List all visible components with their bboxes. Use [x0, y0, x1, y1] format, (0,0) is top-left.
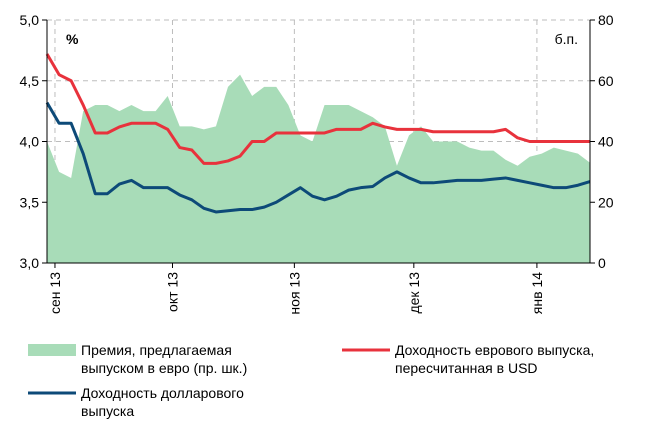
legend-label: Доходность еврового выпуска, пересчитанна…: [395, 342, 594, 376]
area: [47, 74, 590, 263]
x-tick-label: дек 13: [406, 272, 422, 314]
y2-tick-label: 0: [598, 255, 606, 271]
x-tick-label: янв 14: [529, 272, 545, 314]
y2-tick-label: 40: [598, 134, 614, 150]
y2-unit: б.п.: [555, 31, 578, 47]
x-tick-label: ноя 13: [286, 272, 302, 315]
y-tick-label: 5,0: [20, 12, 40, 28]
x-tick-label: окт 13: [164, 272, 180, 312]
y2-tick-label: 60: [598, 73, 614, 89]
line: [45, 101, 591, 214]
legend-label: Премия, предлагаемая выпуском в евро (пр.…: [81, 342, 247, 376]
x-tick-label: сен 13: [47, 272, 63, 314]
plot: [45, 53, 591, 263]
y-tick-label: 4,5: [20, 73, 40, 89]
axes: 3,0 3,5 4,0 4,5 5,0 0 20 40 60 80 сен 13 окт 13 ноя …: [20, 12, 614, 315]
y-tick-label: 4,0: [20, 134, 40, 150]
legend-label: Доходность долларового выпуска: [81, 385, 244, 419]
y2-tick-label: 20: [598, 194, 614, 210]
y-tick-label: 3,5: [20, 194, 40, 210]
y-unit: %: [66, 31, 79, 47]
legend-swatch: [28, 344, 76, 356]
y-tick-label: 3,0: [20, 255, 40, 271]
y2-tick-label: 80: [598, 12, 614, 28]
line: [45, 53, 590, 165]
